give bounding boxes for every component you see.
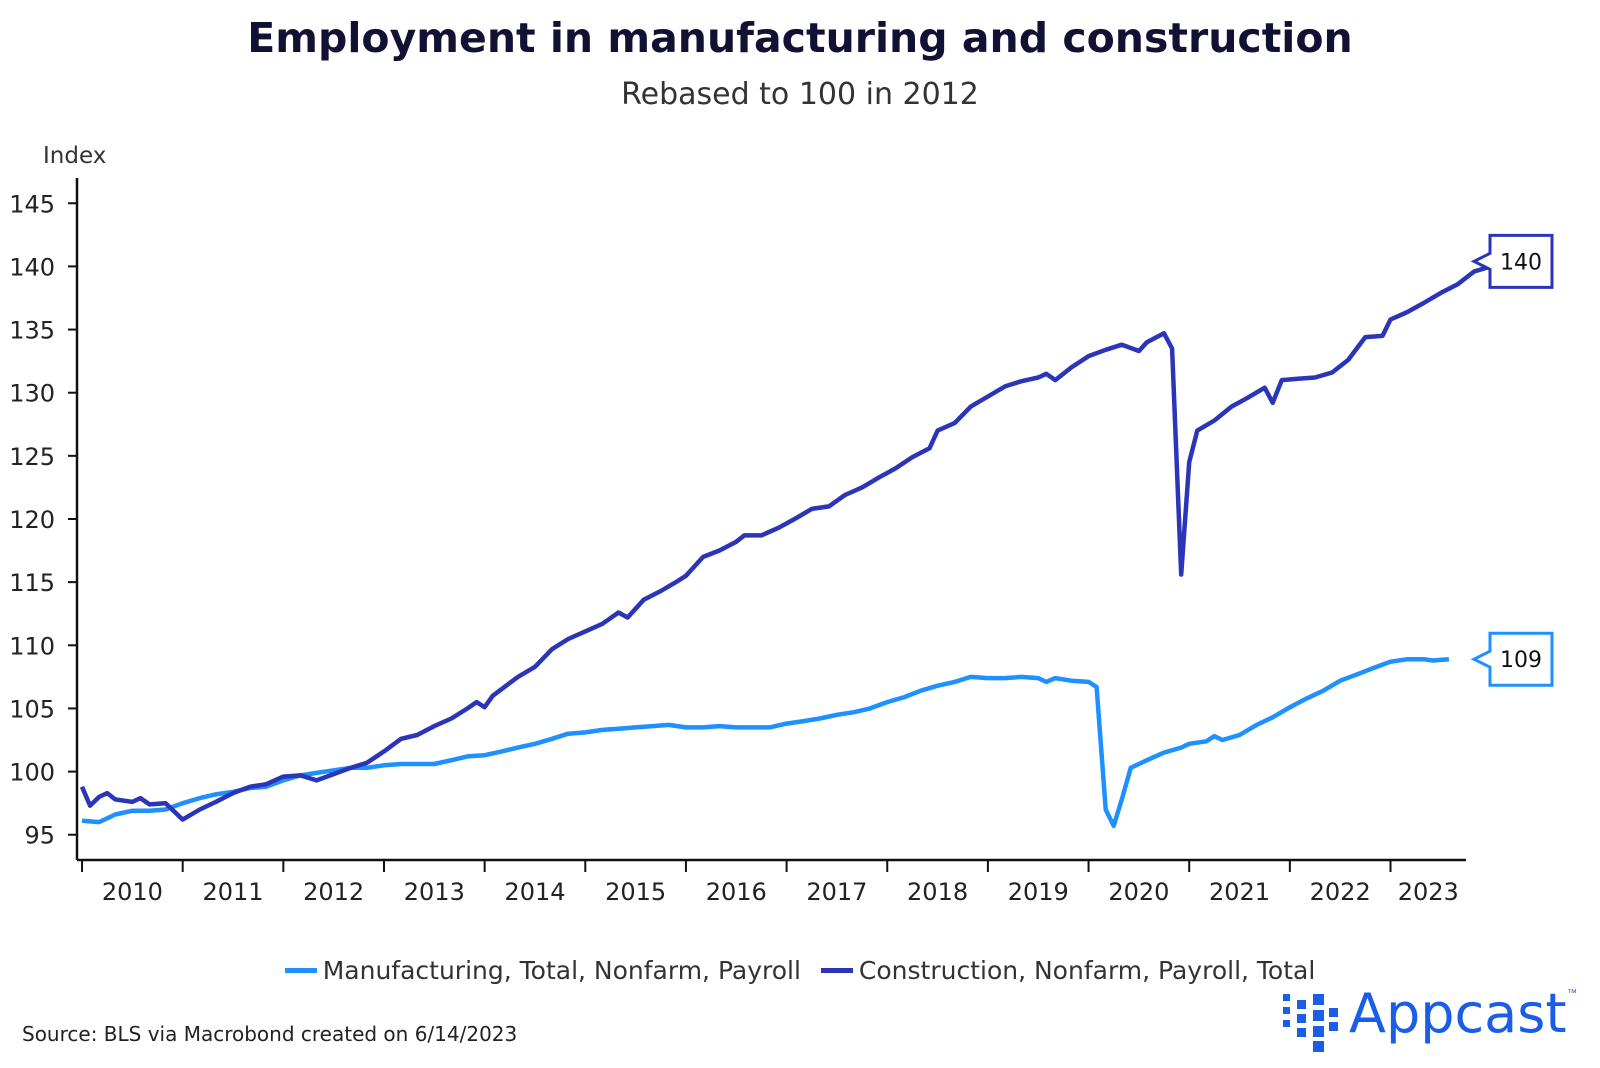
x-tick-label: 2017 — [806, 878, 867, 906]
legend-swatch-construction — [820, 968, 853, 973]
end-callout-manufacturing — [1470, 631, 1554, 687]
line-chart: Index 95 100 105 110 115 120 125 130 135 140 145 2… — [9, 143, 1554, 906]
y-tick-label: 95 — [24, 822, 55, 850]
end-value-label: 109 — [1500, 648, 1542, 673]
x-tick-label: 2014 — [504, 878, 565, 906]
x-tick-label: 2012 — [303, 878, 364, 906]
x-tick-label: 2018 — [907, 878, 968, 906]
y-tick-label: 130 — [9, 380, 55, 408]
chart-axes — [75, 178, 1466, 862]
y-tick-label: 115 — [9, 569, 55, 597]
x-ticks: 2010 2011 2012 2013 2014 2015 2016 2017 2018 2019… — [81, 860, 1459, 906]
legend-swatch-manufacturing — [284, 968, 317, 973]
logo-wordmark: Appcast — [1349, 982, 1567, 1045]
series-line-manufacturing — [81, 656, 1450, 829]
x-tick-label: 2020 — [1108, 878, 1169, 906]
end-callout-construction — [1470, 233, 1554, 289]
legend: Manufacturing, Total, Nonfarm, Payroll C… — [0, 950, 1600, 985]
logo-trademark: ™ — [1567, 988, 1577, 999]
series-line-construction — [79, 259, 1510, 822]
legend-label-manufacturing: Manufacturing, Total, Nonfarm, Payroll — [322, 956, 801, 985]
x-tick-label: 2013 — [404, 878, 465, 906]
chart-subtitle: Rebased to 100 in 2012 — [621, 77, 979, 112]
y-tick-label: 140 — [9, 253, 55, 281]
end-value-callouts: 109 140 — [1470, 233, 1554, 687]
x-tick-label: 2010 — [102, 878, 163, 906]
y-ticks: 95 100 105 110 115 120 125 130 135 140 145 — [9, 190, 77, 850]
x-tick-label: 2015 — [605, 878, 666, 906]
y-tick-label: 145 — [9, 190, 55, 218]
legend-item-construction[interactable]: Construction, Nonfarm, Payroll, Total — [820, 956, 1316, 985]
y-tick-label: 100 — [9, 759, 55, 787]
legend-label-construction: Construction, Nonfarm, Payroll, Total — [858, 956, 1316, 985]
source-note: Source: BLS via Macrobond created on 6/1… — [22, 1022, 518, 1046]
appcast-dots-icon — [1283, 994, 1338, 1052]
appcast-logo: Appcast ™ — [1283, 982, 1583, 1058]
x-tick-label: 2023 — [1398, 878, 1459, 906]
y-tick-label: 110 — [9, 632, 55, 660]
x-tick-label: 2016 — [706, 878, 767, 906]
x-tick-label: 2021 — [1209, 878, 1270, 906]
series-lines — [79, 259, 1510, 829]
y-axis-label: Index — [43, 143, 106, 169]
y-tick-label: 125 — [9, 443, 55, 471]
y-tick-label: 105 — [9, 695, 55, 723]
legend-item-manufacturing[interactable]: Manufacturing, Total, Nonfarm, Payroll — [284, 956, 801, 985]
y-tick-label: 120 — [9, 506, 55, 534]
x-tick-label: 2022 — [1310, 878, 1371, 906]
x-tick-label: 2019 — [1008, 878, 1069, 906]
x-tick-label: 2011 — [202, 878, 263, 906]
y-tick-label: 135 — [9, 317, 55, 345]
end-value-label: 140 — [1500, 250, 1542, 275]
chart-title: Employment in manufacturing and construc… — [247, 14, 1353, 62]
